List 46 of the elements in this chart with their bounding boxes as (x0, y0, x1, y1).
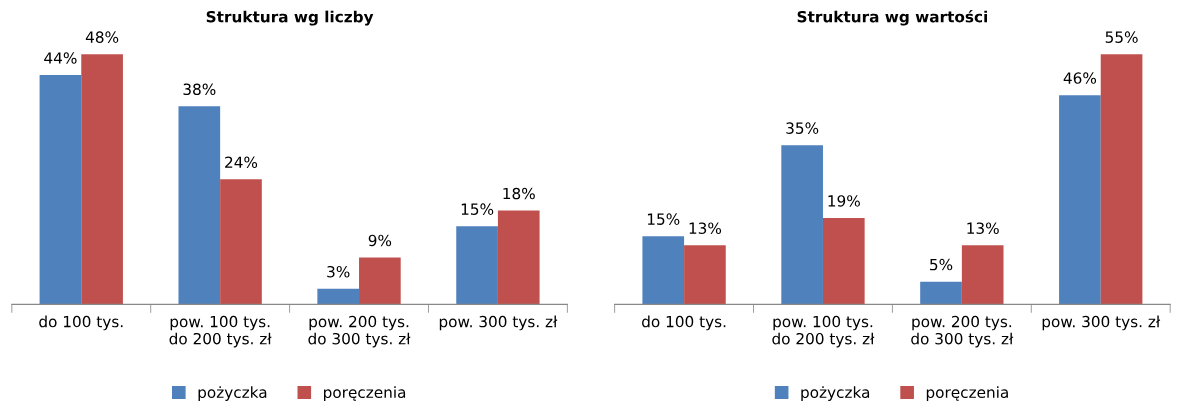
bar (684, 245, 726, 305)
data-label: 44% (44, 52, 77, 64)
bar (317, 288, 360, 305)
data-label: 35% (786, 122, 819, 134)
bar (359, 257, 401, 305)
x-tick-label: do 100 tys. (39, 315, 123, 331)
data-label: 55% (1105, 31, 1138, 43)
x-tick-label: pow. 300 tys. zł (439, 315, 558, 331)
data-label: 13% (689, 222, 722, 234)
x-tick-label: pow. 200 tys. do 300 tys. zł (911, 315, 1014, 348)
bar (456, 226, 498, 305)
bar (81, 54, 123, 305)
data-label: 5% (930, 258, 953, 271)
data-label: 9% (368, 234, 392, 247)
data-label: 3% (327, 265, 350, 278)
chart-title: Struktura wg wartości (797, 10, 987, 26)
legend-label: pożyczka (198, 386, 267, 401)
bar (178, 106, 221, 305)
data-label: 15% (461, 203, 494, 215)
x-tick-label: do 100 tys. (642, 315, 726, 331)
data-label: 46% (1063, 72, 1097, 84)
bar (781, 145, 823, 305)
bar (1100, 54, 1143, 305)
bar (220, 179, 262, 305)
data-label: 13% (967, 222, 999, 234)
data-label: 19% (828, 195, 860, 207)
bar (961, 245, 1004, 305)
data-label: 18% (503, 187, 535, 200)
legend-label: poręczenia (324, 386, 406, 401)
bar (497, 210, 540, 305)
bar (920, 281, 962, 305)
chart-title: Struktura wg liczby (206, 10, 374, 26)
x-tick-label: pow. 200 tys. do 300 tys. zł (308, 315, 411, 348)
bar (39, 75, 82, 305)
legend-label: poręczenia (926, 386, 1008, 401)
x-tick-label: pow. 300 tys. zł (1042, 315, 1161, 331)
bar (822, 217, 865, 305)
x-tick-label: pow. 100 tys. do 200 tys. zł (169, 315, 272, 348)
x-tick-label: pow. 100 tys. do 200 tys. zł (772, 315, 875, 348)
data-label: 15% (647, 213, 680, 225)
bar (1059, 95, 1101, 305)
data-label: 48% (85, 31, 119, 43)
bar (642, 236, 685, 305)
data-label: 24% (225, 156, 258, 169)
legend-label: pożyczka (801, 386, 870, 401)
data-label: 38% (183, 83, 216, 96)
